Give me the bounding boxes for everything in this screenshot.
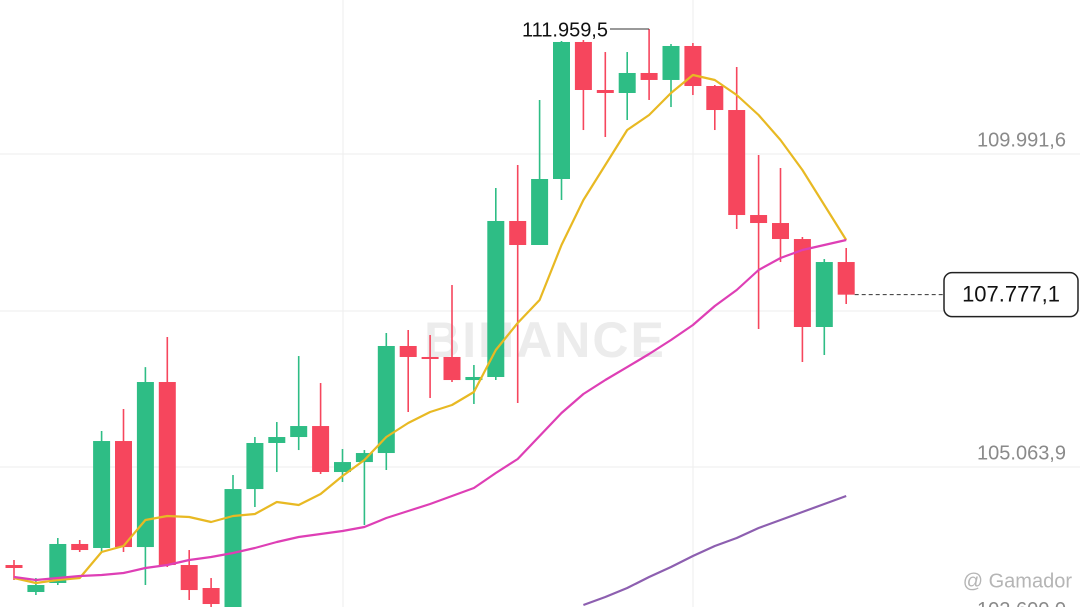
ma-line <box>13 238 847 582</box>
candle-body <box>136 382 154 548</box>
candle-body <box>793 239 811 328</box>
candle-body <box>290 426 308 438</box>
candle-body <box>509 220 527 245</box>
candle-body <box>421 356 439 360</box>
candle-body <box>268 437 286 443</box>
candle-body <box>334 462 351 473</box>
candle-body <box>618 72 636 93</box>
candle-body <box>640 72 658 80</box>
candle-body <box>115 441 132 548</box>
candle-body <box>596 90 614 93</box>
candle-body <box>246 442 264 490</box>
candle-body <box>158 382 176 566</box>
candle-body <box>312 426 330 473</box>
candle-body <box>706 86 724 111</box>
candle-body <box>224 489 242 607</box>
candle-body <box>662 45 680 80</box>
high-label: 111.959,5 <box>522 19 608 41</box>
candle-body <box>531 179 549 245</box>
candle-body <box>377 345 395 454</box>
candle-body <box>750 215 768 224</box>
y-tick-label: 105.063,9 <box>977 442 1066 464</box>
candle-body <box>465 376 483 381</box>
candle-body <box>837 262 855 295</box>
candle-body <box>487 220 505 377</box>
candle-body <box>180 565 198 591</box>
candle-body <box>202 588 220 605</box>
watermark: BINANCE <box>424 312 666 368</box>
candle-body <box>443 356 461 381</box>
candle-body <box>27 585 45 593</box>
ma-line <box>13 73 848 585</box>
credit: @ Gamador <box>963 570 1073 592</box>
candle-body <box>399 345 417 357</box>
last-price-label: 107.777,1 <box>962 281 1060 306</box>
candle-body <box>71 543 89 551</box>
candle-body <box>815 262 833 328</box>
candle-body <box>772 223 789 240</box>
candle-body <box>355 453 373 463</box>
candle-body <box>93 441 111 548</box>
candle-body <box>553 41 570 180</box>
candle-body <box>728 110 746 216</box>
y-tick-label: 102.600,0 <box>977 599 1066 607</box>
candle-body <box>49 543 67 583</box>
candle-body <box>574 41 592 91</box>
y-tick-label: 109.991,6 <box>977 129 1066 151</box>
last-price-box <box>943 271 1079 318</box>
ma-line <box>583 494 847 607</box>
candle-body <box>5 565 23 568</box>
